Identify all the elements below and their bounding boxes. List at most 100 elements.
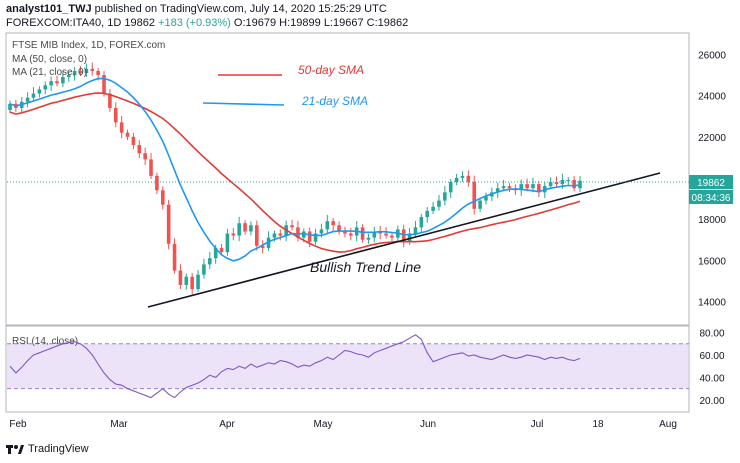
candle-body [378,231,383,234]
ohlc-bar: FOREXCOM:ITA40, 1D 19862 +183 (+0.93%) O… [6,17,408,29]
candle-body [525,184,529,189]
legend-ma21[interactable]: MA (21, close, 0) [12,67,87,78]
candle-body [166,204,171,244]
candle-body [302,231,306,238]
candle-body [55,81,59,84]
author-name[interactable]: analyst101_TWJ [6,3,92,15]
candle-body [431,206,435,211]
last-price-badge [689,175,733,189]
candle-body [572,180,576,189]
candle-body [372,231,377,238]
candle-body [149,159,153,176]
candle-body [131,136,136,146]
rsi-tick-label: 60.00 [699,351,724,362]
candle-body [172,243,177,271]
candle-body [425,210,430,218]
candle-body [119,122,124,133]
candle-body [49,81,53,86]
candle-body [102,75,106,94]
candle-body [255,225,259,246]
candle-body [537,184,541,193]
bullish-trend-line[interactable] [147,172,661,308]
candle-body [31,93,36,98]
candle-body [78,70,83,73]
candle-body [25,97,30,102]
time-tick-label: Mar [110,419,128,430]
candle-body [366,237,371,240]
time-tick-label: Jul [531,419,544,430]
price-tick-label: 16000 [698,256,726,267]
trend-line-annotation: Bullish Trend Line [310,259,421,275]
candle-body [519,184,524,191]
candle-body [413,227,418,234]
symbol-label: FOREXCOM:ITA40, 1D [6,17,122,29]
candle-body [219,247,224,253]
candle-body [384,233,388,236]
publish-header: analyst101_TWJ published on TradingView.… [6,3,387,15]
candle-body [313,233,318,242]
candle-body [554,182,559,185]
rsi-label[interactable]: RSI (14, close) [12,336,78,347]
candle-body [466,175,471,183]
candle-body [190,276,194,290]
candle-body [460,175,465,178]
candle-body [566,180,571,181]
time-tick-label: 18 [592,419,604,430]
rsi-tick-label: 20.00 [699,396,724,407]
candle-body [548,182,553,187]
candle-body [61,77,65,84]
change-label: +183 (+0.93%) [158,17,231,29]
time-tick-label: Aug [659,419,677,430]
price-tick-label: 22000 [698,133,726,144]
candle-body [184,276,189,285]
high-label: H:19899 [279,17,321,29]
candle-body [343,231,347,234]
candle-body [360,227,365,240]
candle-body [37,89,42,94]
candle-body [448,182,453,193]
candle-body [407,233,412,242]
candle-body [125,132,130,137]
price-tick-label: 26000 [698,50,726,61]
candle-body [443,192,447,201]
sma21-line [9,77,581,262]
candle-body [296,227,300,238]
candle-body [84,68,89,73]
candle-body [43,85,48,90]
candle-body [196,274,200,290]
candle-body [531,184,535,189]
price-tick-label: 24000 [698,92,726,103]
candle-body [337,225,341,232]
candle-body [419,217,424,228]
candle-body [495,188,500,193]
sma50-line [9,92,581,253]
brand-label: TradingView [28,443,89,455]
candle-body [207,258,212,265]
candle-body [325,221,330,230]
sma50-annotation: 50-day SMA [298,63,364,77]
time-tick-label: May [314,419,333,430]
candle-body [155,175,159,191]
candle-body [225,233,230,253]
close-label: C:19862 [366,17,409,29]
legend-ma50[interactable]: MA (50, close, 0) [12,54,87,65]
sma21-annotation-line [202,102,285,106]
candle-body [331,221,335,226]
candle-body [231,233,236,236]
last-price-value: 19862 [697,178,725,189]
tradingview-footer[interactable]: TradingView [6,443,89,455]
candle-body [501,186,506,189]
candle-body [319,229,324,234]
price-tick-label: 18000 [698,215,726,226]
rsi-tick-label: 80.00 [699,329,724,340]
candle-body [278,233,283,236]
countdown-badge [689,190,733,204]
sma21-annotation: 21-day SMA [301,94,368,108]
candle-body [202,264,206,275]
rsi-line [9,334,581,399]
time-tick-label: Apr [219,419,235,430]
candle-body [72,70,77,76]
candle-body [143,153,147,160]
candle-body [454,177,459,183]
